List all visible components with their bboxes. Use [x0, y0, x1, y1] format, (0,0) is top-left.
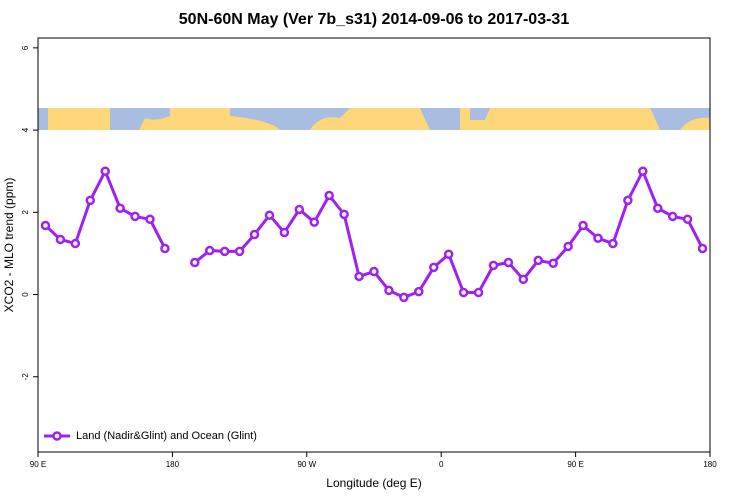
data-point	[399, 292, 409, 303]
data-point	[219, 246, 230, 257]
data-point	[85, 195, 96, 206]
data-point	[55, 234, 66, 245]
x-axis-label: Longitude (deg E)	[326, 476, 421, 490]
data-point	[443, 249, 454, 260]
legend-marker	[52, 431, 62, 441]
data-point	[593, 233, 603, 243]
y-tick-label: -2	[21, 373, 30, 381]
legend-label: Land (Nadir&Glint) and Ocean (Glint)	[76, 430, 257, 442]
data-point	[563, 241, 573, 252]
data-point	[518, 274, 529, 285]
y-tick-label: 2	[21, 210, 30, 215]
data-point	[667, 211, 678, 222]
data-point	[354, 271, 364, 282]
x-tick-label: 0	[439, 460, 444, 469]
data-point	[324, 190, 334, 201]
data-line	[44, 169, 704, 299]
data-point	[608, 238, 618, 249]
y-tick-label: 6	[21, 45, 30, 50]
data-point	[70, 238, 81, 249]
chart-title: 50N-60N May (Ver 7b_s31) 2014-09-06 to 2…	[179, 11, 570, 28]
data-point	[369, 266, 379, 277]
x-tick-label: 90 W	[297, 460, 316, 469]
plot-frame	[37, 37, 711, 453]
x-tick-label: 90 E	[567, 460, 583, 469]
data-point	[145, 214, 155, 225]
y-tick-label: 4	[21, 127, 30, 132]
y-tick-label: 0	[21, 292, 30, 297]
map-strip	[38, 108, 710, 130]
x-tick-label: 90 E	[30, 460, 46, 469]
data-point	[160, 243, 170, 254]
data-point	[130, 211, 140, 222]
data-point	[249, 229, 260, 240]
data-point	[503, 257, 514, 268]
data-point	[294, 204, 305, 215]
data-point	[697, 243, 708, 254]
data-point	[414, 286, 424, 297]
data-point	[638, 166, 648, 176]
data-point	[279, 227, 290, 238]
y-axis-label: XCO2 - MLO trend (ppm)	[2, 178, 16, 313]
data-point	[488, 260, 499, 271]
data-point	[190, 257, 200, 268]
data-point	[339, 209, 349, 220]
data-point	[473, 287, 484, 298]
data-point	[578, 220, 588, 231]
data-point	[652, 203, 663, 213]
x-tick-label: 180	[703, 460, 717, 469]
x-tick-label: 180	[166, 460, 180, 469]
data-point	[309, 217, 320, 227]
data-point	[458, 287, 469, 298]
data-point	[533, 255, 544, 266]
data-point	[100, 166, 110, 176]
data-point	[204, 245, 215, 256]
data-point	[548, 258, 558, 269]
data-point	[264, 210, 275, 220]
data-point	[682, 214, 693, 225]
data-point	[623, 195, 633, 206]
data-point	[234, 246, 245, 257]
data-point	[40, 220, 51, 231]
data-point	[384, 285, 394, 296]
data-point	[428, 262, 439, 273]
data-point	[115, 203, 125, 213]
